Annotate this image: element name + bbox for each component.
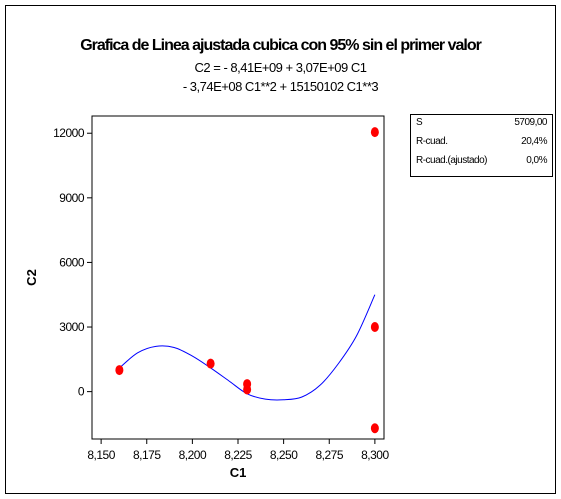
x-tick-label: 8,275 xyxy=(315,448,343,462)
chart-frame xyxy=(5,5,556,494)
x-tick-label: 8,150 xyxy=(87,448,115,462)
data-point xyxy=(370,423,379,434)
stats-label: R-cuad. xyxy=(416,136,448,147)
stats-row-rcuad-adj: R-cuad.(ajustado) 0,0% xyxy=(411,155,552,171)
data-point xyxy=(206,358,215,369)
data-point xyxy=(115,365,124,376)
stats-label: S xyxy=(416,117,423,128)
data-point xyxy=(370,322,379,333)
y-tick-label: 6000 xyxy=(59,255,85,269)
y-tick-label: 12000 xyxy=(53,126,85,140)
stats-table: S 5709,00 R-cuad. 20,4% R-cuad.(ajustado… xyxy=(410,114,553,177)
plot-area xyxy=(91,115,385,440)
stats-row-rcuad: R-cuad. 20,4% xyxy=(411,136,552,152)
equation-line-2: - 3,74E+08 C1**2 + 15150102 C1**3 xyxy=(182,79,379,94)
x-tick-label: 8,175 xyxy=(133,448,161,462)
y-tick-label: 3000 xyxy=(59,320,85,334)
stats-value: 20,4% xyxy=(521,136,547,147)
x-tick-label: 8,200 xyxy=(179,448,207,462)
x-tick-label: 8,250 xyxy=(270,448,298,462)
stats-label: R-cuad.(ajustado) xyxy=(416,155,487,166)
x-axis-label: C1 xyxy=(230,465,247,480)
stats-value: 0,0% xyxy=(526,155,547,166)
x-tick-label: 8,225 xyxy=(224,448,252,462)
data-point xyxy=(370,127,379,138)
data-point xyxy=(243,384,252,395)
y-tick-label: 0 xyxy=(78,385,85,399)
stats-row-s: S 5709,00 xyxy=(411,117,552,133)
x-tick-label: 8,300 xyxy=(361,448,389,462)
chart-title: Grafica de Linea ajustada cubica con 95%… xyxy=(80,37,482,54)
y-axis-label: C2 xyxy=(24,269,39,286)
y-tick-label: 9000 xyxy=(59,191,85,205)
equation-line-1: C2 = - 8,41E+09 + 3,07E+09 C1 xyxy=(194,60,367,75)
stats-value: 5709,00 xyxy=(514,117,547,128)
